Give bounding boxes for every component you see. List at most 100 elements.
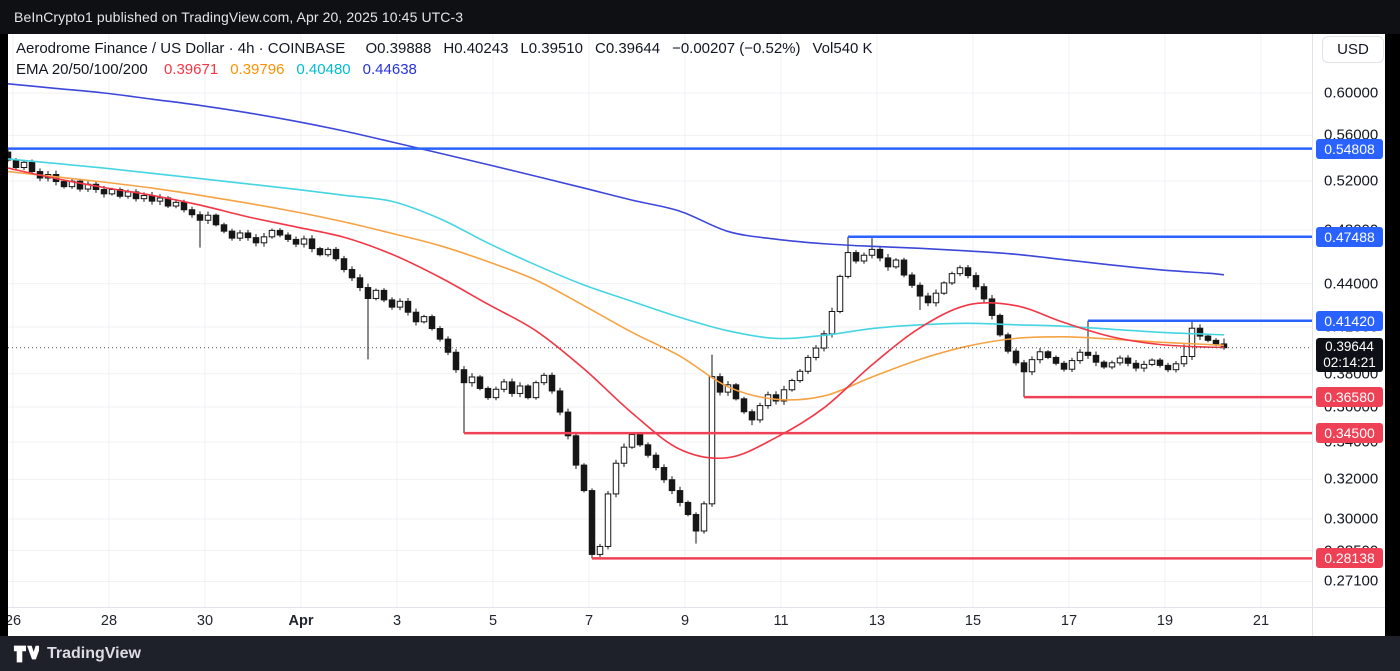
candle-down [636,434,644,446]
candle-down [508,381,516,394]
candle-down [684,501,692,516]
candle-down [1156,359,1164,366]
price-level-badge: 0.36580 [1316,387,1383,408]
candle-down [1044,351,1052,358]
current-price-value: 0.39644 [1325,338,1374,354]
candle-down [732,384,740,400]
candle-down [1060,362,1068,370]
candle-down [556,390,564,413]
candle-down [980,286,988,300]
candle-up [420,316,428,323]
price-tick-label: 0.60000 [1324,84,1379,102]
candle-down [8,151,12,161]
candle-down [580,464,588,492]
chart-panel: Aerodrome Finance / US Dollar · 4h · COI… [8,34,1385,636]
candle-up [396,300,404,308]
time-axis-label: 28 [100,613,118,629]
candle-up [612,462,620,495]
candle-down [1020,362,1028,373]
candle-down [436,328,444,340]
candle-up [844,252,852,277]
legend-value: L0.39510 [520,40,583,57]
time-axis-label: Apr [288,613,314,629]
legend-ema-row: EMA 20/50/100/200 0.39671 0.39796 0.40480 0… [16,59,885,80]
candle-down [364,287,372,299]
candle-down [28,161,36,173]
footer-brand-text[interactable]: TradingView [47,644,141,662]
time-axis-label: 15 [964,613,982,629]
candle-up [1148,359,1156,365]
attribution-bar: BeInCrypto1 published on TradingView.com… [0,0,1400,34]
legend-symbol-row: Aerodrome Finance / US Dollar · 4h · COI… [16,38,885,59]
time-axis-label: 7 [584,613,594,629]
candle-up [620,446,628,464]
price-tick-label: 0.44000 [1324,275,1379,293]
time-axis-label: 11 [773,613,789,629]
candle-down [220,224,228,232]
tradingview-logo-icon[interactable] [13,643,39,665]
legend-value: C0.39644 [595,40,661,57]
candle-up [20,161,28,169]
price-axis[interactable]: 0.600000.560000.520000.480000.440000.410… [1312,34,1385,607]
candle-down [660,467,668,481]
time-axis-label: 13 [868,613,886,629]
candle-up [1140,363,1148,369]
price-tick-label: 0.52000 [1324,172,1379,190]
candle-down [524,385,532,399]
candle-down [1204,335,1212,341]
time-axis-label: 9 [680,613,690,629]
candle-down [748,411,756,421]
time-axis-label: 30 [196,613,214,629]
candle-down [284,234,292,240]
time-axis[interactable]: 26 28 30 Apr 3 5 7 9 11 13 15 17 19 21 [8,607,1312,636]
candle-up [1108,362,1116,368]
time-axis-label: 5 [488,613,498,629]
candle-down [1084,351,1092,356]
candle-down [12,159,20,169]
candle-down [588,490,596,555]
legend-value: −0.00207 (−0.52%) [672,40,801,57]
candle-up [1028,359,1036,373]
candle-down [388,299,396,308]
candle-up [788,380,796,391]
candle-down [1212,339,1220,345]
candle-down [1012,350,1020,364]
candle-down [444,338,452,353]
candle-up [1172,363,1180,371]
price-level-badge: 0.47488 [1316,226,1383,247]
candle-down [988,298,996,316]
candle-down [652,454,660,469]
candle-down [452,351,460,371]
time-axis-label: 21 [1252,613,1270,629]
chart-legend: Aerodrome Finance / US Dollar · 4h · COI… [16,38,885,80]
candle-up [764,394,772,407]
candle-down [252,237,260,244]
ema-label: EMA 20/50/100/200 [16,61,148,78]
candle-down [60,181,68,188]
candle-up [156,197,164,202]
candle-down [428,316,436,330]
candle-down [1004,334,1012,352]
candle-down [1100,361,1108,368]
legend-ema-value: 0.40480 [296,61,351,78]
candle-down [740,398,748,413]
candle-up [812,347,820,358]
candle-up [500,381,508,390]
candle-up [300,238,308,245]
price-tick-label: 0.27100 [1324,572,1379,590]
legend-ema-value: 0.39671 [163,61,219,78]
ema-100-line [8,158,1225,340]
candle-down [1196,327,1204,337]
candle-down [188,209,196,216]
legend-ema-value: 0.39796 [230,61,285,78]
candle-down [908,274,916,286]
candle-down [676,490,684,503]
candle-up [796,370,804,382]
candle-down [852,252,860,262]
candle-down [484,387,492,399]
candle-up [756,405,764,421]
candle-up [708,376,716,505]
candle-up [268,229,276,238]
chart-surface[interactable] [8,34,1312,607]
currency-toggle-button[interactable]: USD [1322,36,1384,63]
